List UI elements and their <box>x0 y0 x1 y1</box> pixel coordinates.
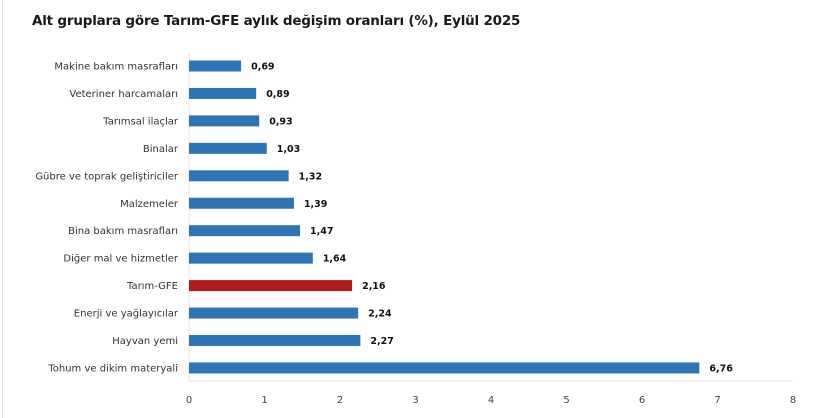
value-label: 1,39 <box>304 199 327 210</box>
category-label: Malzemeler <box>120 199 179 210</box>
category-label: Veteriner harcamaları <box>69 89 178 100</box>
category-label: Enerji ve yağlayıcılar <box>74 308 179 320</box>
value-label: 0,69 <box>251 62 274 73</box>
category-label: Bina bakım masrafları <box>68 226 178 237</box>
value-label: 2,16 <box>362 281 386 292</box>
value-label: 0,89 <box>266 89 289 100</box>
category-label: Tarımsal ilaçlar <box>102 116 179 127</box>
x-tick-label: 5 <box>563 395 569 406</box>
value-label: 1,32 <box>299 171 322 182</box>
bar <box>189 225 300 237</box>
category-label: Tarım-GFE <box>126 281 178 292</box>
category-label: Hayvan yemi <box>112 336 178 347</box>
bar <box>189 60 242 72</box>
bar <box>189 362 700 374</box>
bar <box>189 142 267 154</box>
category-label: Diğer mal ve hizmetler <box>63 253 178 265</box>
chart-title: Alt gruplara göre Tarım-GFE aylık değişi… <box>32 13 521 29</box>
value-label: 2,27 <box>370 336 393 347</box>
value-label: 2,24 <box>368 309 392 320</box>
x-tick-label: 8 <box>790 395 796 406</box>
bar <box>189 307 359 319</box>
x-tick-label: 4 <box>488 395 494 406</box>
bar <box>189 87 257 99</box>
x-tick-label: 7 <box>714 395 720 406</box>
value-label: 1,03 <box>277 144 300 155</box>
x-tick-label: 1 <box>261 395 267 406</box>
category-label: Gübre ve toprak geliştiriciler <box>35 171 179 182</box>
x-tick-label: 3 <box>412 395 418 406</box>
x-tick-label: 0 <box>186 395 192 406</box>
bar <box>189 170 289 182</box>
bar <box>189 115 260 127</box>
frame-border <box>2 0 3 418</box>
bar <box>189 252 313 264</box>
bar <box>189 335 361 346</box>
value-label: 1,64 <box>323 254 347 265</box>
bar <box>189 197 294 209</box>
x-tick-label: 6 <box>639 395 645 406</box>
category-label: Binalar <box>143 144 179 155</box>
value-label: 0,93 <box>269 116 292 127</box>
value-label: 1,47 <box>310 226 333 237</box>
x-tick-label: 2 <box>337 395 343 406</box>
category-label: Makine bakım masrafları <box>54 62 178 73</box>
category-label: Tohum ve dikim materyali <box>47 363 178 374</box>
value-label: 6,76 <box>709 363 733 374</box>
bar <box>189 280 353 292</box>
